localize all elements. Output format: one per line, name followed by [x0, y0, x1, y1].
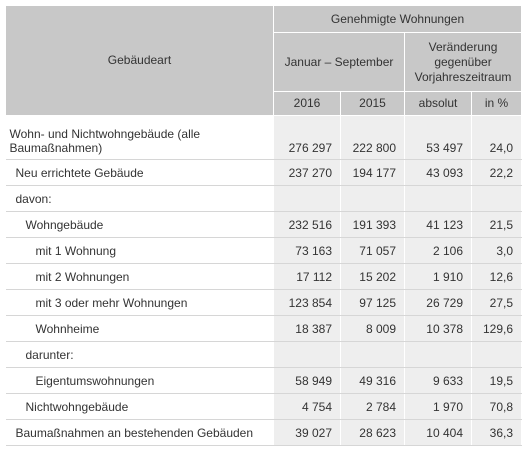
- cell-percent: 12,6: [471, 263, 523, 290]
- header-year-2016: 2016: [273, 91, 341, 116]
- cell-2016: 4 754: [273, 393, 341, 420]
- header-period: Januar – September: [273, 32, 405, 92]
- cell-percent: [471, 185, 523, 212]
- cell-2016: [273, 185, 341, 212]
- cell-2016: 123 854: [273, 289, 341, 316]
- cell-2015: 49 316: [340, 367, 405, 394]
- row-label: mit 1 Wohnung: [5, 237, 274, 264]
- cell-2015: 28 623: [340, 419, 405, 446]
- cell-2015: [340, 341, 405, 368]
- cell-percent: 27,5: [471, 289, 523, 316]
- cell-absolut: [404, 185, 472, 212]
- row-label: Eigentumswohnungen: [5, 367, 274, 394]
- cell-absolut: 10 378: [404, 315, 472, 342]
- header-change: Veränderung gegenüber Vorjahreszeitraum: [403, 32, 523, 92]
- cell-2016: 73 163: [273, 237, 341, 264]
- cell-absolut: 41 123: [404, 211, 472, 238]
- cell-absolut: 43 093: [404, 159, 472, 186]
- row-label: Nichtwohngebäude: [5, 393, 274, 420]
- row-label: Wohngebäude: [5, 211, 274, 238]
- row-label: mit 3 oder mehr Wohnungen: [5, 289, 274, 316]
- cell-2015: 2 784: [340, 393, 405, 420]
- cell-2016: 58 949: [273, 367, 341, 394]
- row-label: darunter:: [5, 341, 274, 368]
- cell-absolut: 9 633: [404, 367, 472, 394]
- cell-2015: 8 009: [340, 315, 405, 342]
- header-absolut: absolut: [404, 91, 472, 116]
- cell-percent: 24,0: [471, 115, 523, 160]
- cell-2015: [340, 185, 405, 212]
- cell-2015: 191 393: [340, 211, 405, 238]
- row-label: mit 2 Wohnungen: [5, 263, 274, 290]
- cell-2016: 232 516: [273, 211, 341, 238]
- header-group: Genehmigte Wohnungen: [272, 5, 523, 33]
- cell-2015: 71 057: [340, 237, 405, 264]
- cell-2016: [273, 341, 341, 368]
- header-percent: in %: [470, 91, 523, 116]
- cell-percent: [471, 341, 523, 368]
- table-row: mit 2 Wohnungen 17 112 15 202 1 910 12,6: [5, 263, 523, 290]
- cell-2015: 97 125: [340, 289, 405, 316]
- row-label: Wohn- und Nichtwohngebäude (alle Baumaßn…: [5, 115, 274, 160]
- table-row: Nichtwohngebäude 4 754 2 784 1 970 70,8: [5, 393, 523, 420]
- cell-absolut: 10 404: [404, 419, 472, 446]
- table-row: Wohnheime 18 387 8 009 10 378 129,6: [5, 315, 523, 342]
- table-row: Baumaßnahmen an bestehenden Gebäuden 39 …: [5, 419, 523, 446]
- cell-absolut: [404, 341, 472, 368]
- header-gebaeudeart: Gebäudeart: [5, 5, 274, 116]
- cell-percent: 19,5: [471, 367, 523, 394]
- row-label: davon:: [5, 185, 274, 212]
- table-row: Wohngebäude 232 516 191 393 41 123 21,5: [5, 211, 523, 238]
- row-label: Neu errichtete Gebäude: [5, 159, 274, 186]
- header-year-2015: 2015: [340, 91, 405, 116]
- table-row: mit 1 Wohnung 73 163 71 057 2 106 3,0: [5, 237, 523, 264]
- cell-percent: 21,5: [471, 211, 523, 238]
- cell-2015: 194 177: [340, 159, 405, 186]
- row-label: Wohnheime: [5, 315, 274, 342]
- cell-absolut: 2 106: [404, 237, 472, 264]
- cell-2016: 276 297: [273, 115, 341, 160]
- table-row: Neu errichtete Gebäude 237 270 194 177 4…: [5, 159, 523, 186]
- statistics-table: Gebäudeart Genehmigte Wohnungen Januar –…: [5, 5, 523, 446]
- table-row: darunter:: [5, 341, 523, 368]
- cell-absolut: 1 970: [404, 393, 472, 420]
- cell-percent: 36,3: [471, 419, 523, 446]
- cell-percent: 22,2: [471, 159, 523, 186]
- table-row: davon:: [5, 185, 523, 212]
- row-label: Baumaßnahmen an bestehenden Gebäuden: [5, 419, 274, 446]
- cell-2016: 237 270: [273, 159, 341, 186]
- cell-2015: 15 202: [340, 263, 405, 290]
- cell-2016: 39 027: [273, 419, 341, 446]
- cell-percent: 70,8: [471, 393, 523, 420]
- cell-2016: 18 387: [273, 315, 341, 342]
- table-row: Eigentumswohnungen 58 949 49 316 9 633 1…: [5, 367, 523, 394]
- table-row: mit 3 oder mehr Wohnungen 123 854 97 125…: [5, 289, 523, 316]
- table-row: Wohn- und Nichtwohngebäude (alle Baumaßn…: [5, 115, 523, 160]
- cell-percent: 129,6: [471, 315, 523, 342]
- cell-absolut: 53 497: [404, 115, 472, 160]
- cell-2015: 222 800: [340, 115, 405, 160]
- cell-absolut: 26 729: [404, 289, 472, 316]
- cell-2016: 17 112: [273, 263, 341, 290]
- cell-absolut: 1 910: [404, 263, 472, 290]
- cell-percent: 3,0: [471, 237, 523, 264]
